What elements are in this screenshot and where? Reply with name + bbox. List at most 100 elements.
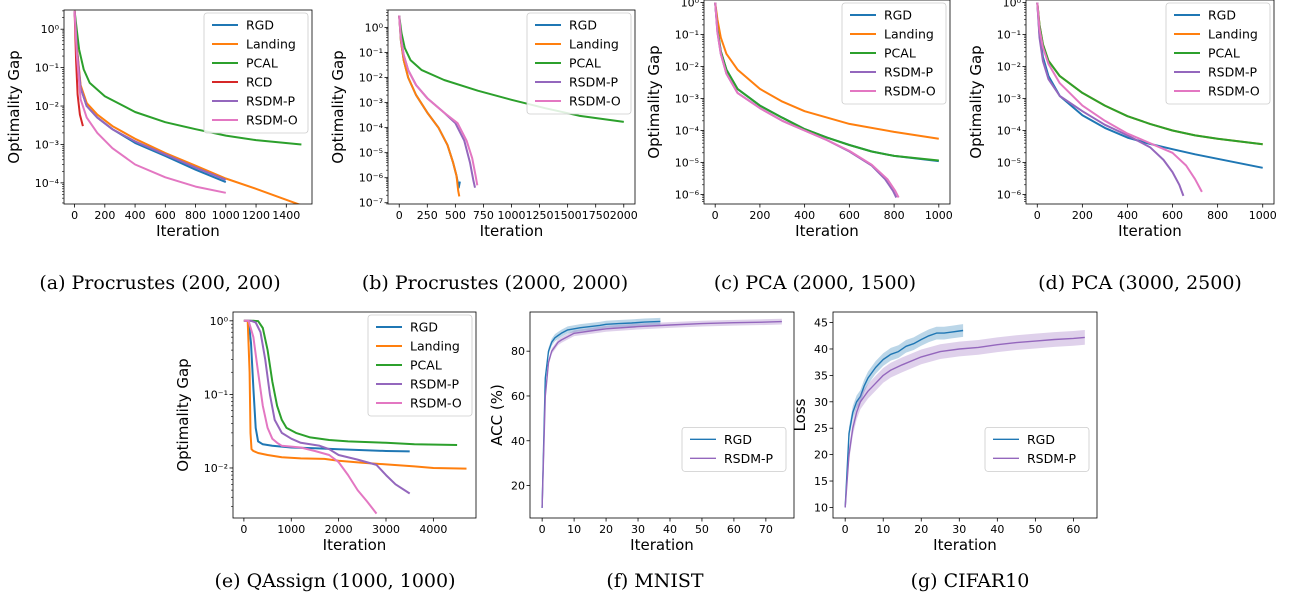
x-tick-label: 600 (155, 209, 176, 222)
legend: RGD RSDM-P (984, 426, 1090, 472)
chart-panel-e: 0 1000 2000 3000 4000 10⁻² 10⁻¹ 10⁰ Iteration Opt… (174, 311, 477, 554)
legend-entry: RGD (1208, 8, 1236, 23)
legend-entry: PCAL (884, 46, 916, 61)
y-tick-label: 40 (814, 343, 828, 356)
x-tick-label: 0 (712, 209, 719, 222)
legend-entry: RSDM-O (1208, 84, 1260, 99)
y-axis-label: Optimality Gap (5, 50, 23, 163)
legend-entry: RSDM-P (724, 451, 774, 466)
x-tick-label: 0 (240, 523, 247, 536)
series-line-g-RSDM-P (844, 336, 1085, 508)
y-tick-label: 10⁰ (210, 315, 229, 328)
y-tick-label: 10 (814, 501, 828, 514)
x-tick-label: 1000 (277, 523, 305, 536)
y-tick-label: 10⁻⁶ (997, 188, 1022, 201)
caption-b: (b) Procrustes (2000, 2000) (361, 272, 629, 294)
y-tick-label: 10⁻⁵ (997, 156, 1021, 169)
series-line-b-Landing (398, 15, 461, 197)
y-tick-label: 60 (511, 390, 525, 403)
x-tick-label: 400 (1117, 209, 1138, 222)
chart-panel-c: 0 200 400 600 800 1000 10⁻⁶ 10⁻⁵ 10⁻⁴ 10⁻³ 10⁻² 10⁻… (645, 0, 953, 240)
x-tick-label: 30 (631, 523, 645, 536)
x-axis-label: Iteration (795, 222, 859, 240)
legend-entry: Landing (884, 27, 934, 42)
x-tick-label: 50 (695, 523, 709, 536)
x-axis-label: Iteration (480, 222, 544, 240)
y-tick-label: 10⁻⁴ (359, 122, 384, 135)
x-tick-label: 200 (1072, 209, 1093, 222)
x-axis-label: Iteration (156, 222, 220, 240)
x-tick-label: 30 (952, 523, 966, 536)
x-tick-label: 2000 (325, 523, 353, 536)
x-tick-label: 750 (473, 209, 494, 222)
y-tick-label: 30 (814, 396, 828, 409)
x-tick-label: 600 (1162, 209, 1183, 222)
y-axis-label: Optimality Gap (329, 50, 347, 163)
x-tick-label: 200 (749, 209, 770, 222)
x-tick-label: 40 (990, 523, 1004, 536)
x-tick-label: 400 (794, 209, 815, 222)
y-tick-label: 20 (511, 480, 525, 493)
y-axis-label: ACC (%) (488, 384, 506, 446)
x-tick-label: 20 (914, 523, 928, 536)
y-tick-label: 10⁻⁵ (359, 147, 383, 160)
chart-panel-f: 0 10 20 30 40 50 60 70 20 40 60 80 Iteration ACC (%) R… (488, 311, 795, 554)
series-line-a-RSDM-P (73, 10, 227, 181)
chart-panel-a: 0 200 400 600 800 1000 1200 1400 10⁻⁴ 10⁻³ 10⁻² 10⁻… (5, 9, 313, 240)
x-axis-label: Iteration (933, 536, 997, 554)
x-tick-label: 1000 (212, 209, 240, 222)
legend-entry: Landing (410, 339, 460, 354)
series-line-g-RGD (844, 329, 964, 508)
series-line-f-RSDM-P (541, 320, 782, 508)
x-tick-label: 1000 (1249, 209, 1277, 222)
y-tick-label: 10⁻² (675, 61, 699, 74)
legend-entry: RSDM-O (569, 94, 621, 109)
x-tick-label: 200 (94, 209, 115, 222)
y-tick-label: 10⁻⁶ (359, 172, 384, 185)
series-band-g-RGD (845, 324, 964, 509)
legend-entry: RSDM-P (410, 377, 460, 392)
y-tick-label: 10⁻¹ (204, 388, 228, 401)
legend-entry: PCAL (410, 358, 442, 373)
y-tick-label: 10⁰ (681, 0, 700, 10)
x-tick-label: 60 (1066, 523, 1080, 536)
legend-entry: RSDM-P (884, 65, 934, 80)
legend-entry: RSDM-O (410, 396, 462, 411)
y-tick-label: 10⁻¹ (35, 62, 59, 75)
plot-frame-a (63, 9, 313, 205)
x-tick-label: 1000 (925, 209, 953, 222)
x-axis-label: Iteration (630, 536, 694, 554)
y-tick-label: 80 (511, 345, 525, 358)
y-tick-label: 10⁻³ (675, 92, 699, 105)
x-tick-label: 0 (1034, 209, 1041, 222)
x-tick-label: 40 (663, 523, 677, 536)
series-line-c-RSDM-O (714, 2, 900, 198)
chart-panel-g: 0 10 20 30 40 50 60 10 15 20 25 30 35 40 45 Iteration Lo… (791, 311, 1098, 554)
legend-entry: RSDM-P (1027, 451, 1077, 466)
x-tick-label: 800 (884, 209, 905, 222)
x-tick-label: 20 (599, 523, 613, 536)
caption-d: (d) PCA (3000, 2500) (1038, 272, 1242, 294)
series-line-e-PCAL (243, 319, 458, 446)
caption-f: (f) MNIST (606, 570, 704, 592)
series-line-a-RGD (73, 10, 227, 184)
legend-entry: RGD (1027, 432, 1055, 447)
y-axis-label: Optimality Gap (967, 45, 985, 158)
y-tick-label: 10⁻⁴ (997, 124, 1022, 137)
x-tick-label: 10 (567, 523, 581, 536)
y-tick-label: 25 (814, 422, 828, 435)
y-tick-label: 10⁻⁴ (675, 124, 700, 137)
series-band-f-RSDM-P (542, 318, 782, 509)
x-tick-label: 2000 (610, 209, 638, 222)
series-band-f-RGD (542, 317, 661, 509)
legend-entry: RGD (569, 18, 597, 33)
series-line-b-RSDM-P (398, 15, 476, 188)
x-tick-label: 500 (445, 209, 466, 222)
chart-panel-b: 0 250 500 750 1000 1250 1500 1750 2000 10⁻⁷ 10⁻⁶ 10… (329, 9, 638, 240)
legend-entry: Landing (1208, 27, 1258, 42)
legend-entry: RCD (246, 75, 272, 90)
legend: RGD Landing PCAL RCD RSDM-P RSDM-O (203, 12, 309, 134)
legend-entry: RGD (246, 18, 274, 33)
caption-c: (c) PCA (2000, 1500) (713, 272, 917, 294)
legend-entry: RSDM-O (884, 84, 936, 99)
